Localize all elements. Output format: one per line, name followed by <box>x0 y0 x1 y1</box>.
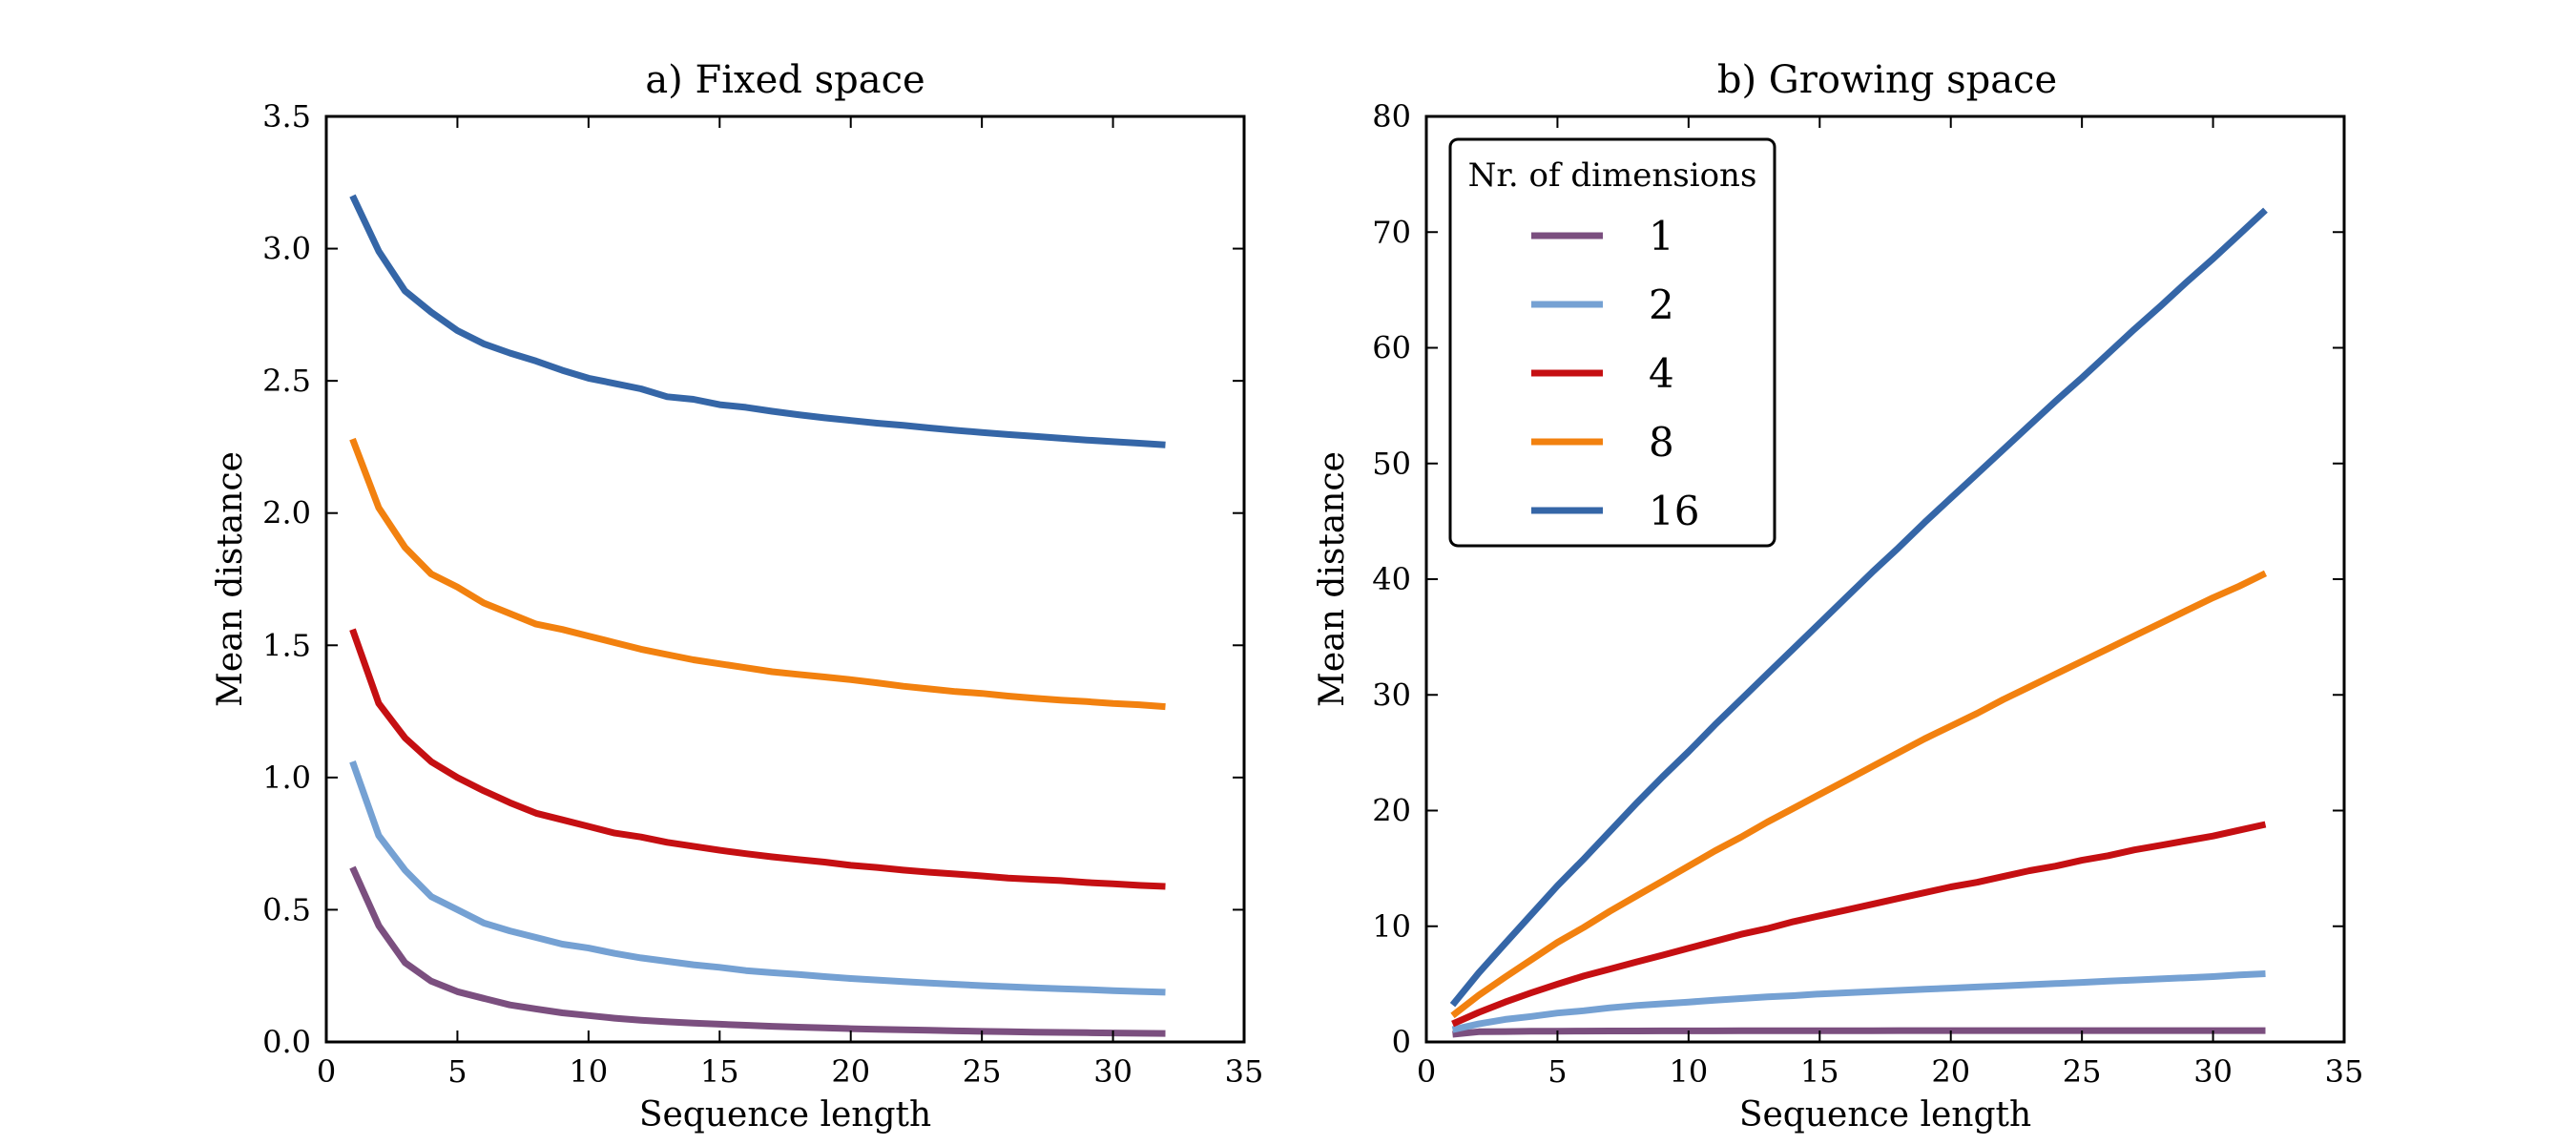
x-axis-label: Sequence length <box>1739 1095 2031 1135</box>
y-tick-label: 2.0 <box>262 495 311 531</box>
series-line-4 <box>1451 821 2267 1028</box>
y-tick-label: 0.5 <box>262 891 311 927</box>
x-tick-label: 10 <box>1669 1053 1708 1090</box>
x-axis-label: Sequence length <box>639 1095 931 1135</box>
y-axis-label: Mean distance <box>211 451 250 707</box>
y-tick-label: 40 <box>1372 561 1411 597</box>
y-tick-label: 0.0 <box>262 1024 311 1060</box>
y-tick-label: 80 <box>1372 98 1411 135</box>
x-tick-label: 30 <box>2193 1053 2233 1090</box>
x-tick-label: 15 <box>1800 1053 1839 1090</box>
y-tick-label: 30 <box>1372 677 1411 713</box>
x-tick-label: 5 <box>1548 1053 1567 1090</box>
x-tick-label: 20 <box>1931 1053 1970 1090</box>
x-tick-label: 10 <box>569 1053 608 1090</box>
series-line-16 <box>349 194 1166 448</box>
legend-label: 1 <box>1649 213 1674 260</box>
legend-label: 16 <box>1649 488 1699 534</box>
legend: Nr. of dimensions 1 2 4 8 16 <box>1448 137 1776 548</box>
x-tick-label: 15 <box>700 1053 739 1090</box>
y-tick-label: 10 <box>1372 908 1411 945</box>
axis-ticks: 0 5 10 15 20 25 30 35 0 10 20 30 40 50 60 70 80 <box>1372 98 2363 1090</box>
chart-title: a) Fixed space <box>645 58 924 102</box>
series-line-1 <box>1452 1027 2266 1038</box>
series-line-2 <box>349 760 1166 996</box>
legend-entry-16: 16 <box>1531 488 1699 534</box>
y-tick-label: 3.5 <box>262 98 311 135</box>
legend-entry-8: 8 <box>1531 419 1674 466</box>
legend-label: 2 <box>1649 281 1674 328</box>
y-tick-label: 1.0 <box>262 760 311 796</box>
chart-title: b) Growing space <box>1717 58 2057 102</box>
legend-entry-2: 2 <box>1531 281 1674 328</box>
y-tick-label: 0 <box>1392 1024 1411 1060</box>
y-tick-label: 60 <box>1372 330 1411 366</box>
x-tick-label: 25 <box>2063 1053 2102 1090</box>
panel-growing-space: b) Growing space 0 5 10 15 20 25 30 35 0 10 20 30 40… <box>1313 58 2363 1135</box>
series-line-2 <box>1451 970 2266 1033</box>
y-tick-label: 1.5 <box>262 627 311 663</box>
legend-title: Nr. of dimensions <box>1468 156 1757 195</box>
x-tick-label: 25 <box>963 1053 1002 1090</box>
series-line-8 <box>349 437 1166 711</box>
legend-box <box>1448 137 1776 548</box>
series-line-1 <box>349 865 1166 1037</box>
x-tick-label: 5 <box>447 1053 467 1090</box>
series-lines <box>1449 207 2268 1038</box>
series-line-4 <box>349 628 1166 890</box>
x-tick-label: 0 <box>317 1053 336 1090</box>
y-tick-label: 20 <box>1372 793 1411 829</box>
y-axis-label: Mean distance <box>1313 451 1352 707</box>
legend-entry-4: 4 <box>1531 350 1674 397</box>
x-tick-label: 20 <box>831 1053 870 1090</box>
x-tick-label: 35 <box>2325 1053 2364 1090</box>
plot-frame <box>324 114 1246 1044</box>
x-tick-label: 35 <box>1225 1053 1264 1090</box>
y-tick-label: 3.0 <box>262 231 311 267</box>
legend-label: 8 <box>1649 419 1674 466</box>
series-line-16 <box>1449 207 2268 1008</box>
y-tick-label: 70 <box>1372 214 1411 250</box>
series-line-8 <box>1450 570 2268 1019</box>
legend-entry-1: 1 <box>1531 213 1674 260</box>
legend-label: 4 <box>1649 350 1674 397</box>
y-tick-label: 2.5 <box>262 363 311 399</box>
y-tick-label: 50 <box>1372 446 1411 482</box>
axis-ticks: 0 5 10 15 20 25 30 35 0.0 0.5 1.0 1.5 2.0 2.5 3.0 3.5 <box>262 98 1263 1090</box>
series-lines <box>349 194 1166 1037</box>
x-tick-label: 30 <box>1093 1053 1132 1090</box>
x-tick-label: 0 <box>1417 1053 1436 1090</box>
panel-fixed-space: a) Fixed space 0 5 10 15 20 25 30 35 0.0 0.5 1.0 1.… <box>211 58 1263 1135</box>
